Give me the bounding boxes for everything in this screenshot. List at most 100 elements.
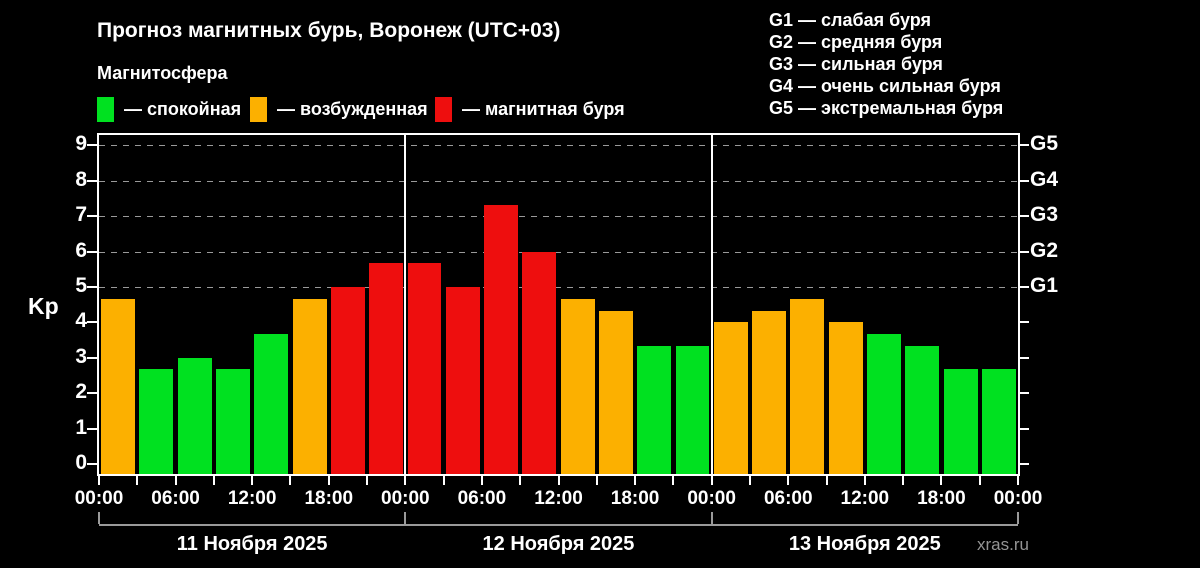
- left-axis-tick: [87, 215, 97, 218]
- date-label: 12 Ноября 2025: [482, 533, 635, 555]
- kp-bar: [560, 298, 595, 474]
- x-time-label: 12:00: [840, 488, 890, 509]
- x-axis-tick: [595, 476, 598, 485]
- x-axis-tick: [710, 476, 713, 485]
- quiet-color-swatch: [97, 97, 114, 122]
- x-axis-tick: [634, 476, 637, 485]
- x-time-label: 12:00: [534, 488, 583, 509]
- x-time-label: 06:00: [151, 488, 200, 509]
- x-axis-tick: [174, 476, 177, 485]
- x-axis-tick: [404, 476, 407, 485]
- date-bracket-tick: [404, 512, 407, 524]
- right-axis-tick: [1020, 179, 1029, 182]
- left-axis-tick: [87, 427, 97, 430]
- y-tick-label: 1: [75, 415, 87, 439]
- right-axis-tick: [1020, 215, 1029, 218]
- kp-bar: [637, 346, 672, 474]
- x-axis-tick: [327, 476, 330, 485]
- x-time-label: 18:00: [917, 488, 966, 509]
- kp-bar: [292, 298, 327, 474]
- x-axis-tick: [480, 476, 483, 485]
- x-axis-tick: [787, 476, 790, 485]
- y-axis-title: Kp: [28, 293, 59, 319]
- g-legend-line: G1 — слабая буря: [769, 10, 932, 30]
- right-axis-tick: [1020, 144, 1029, 147]
- kp-bar: [369, 263, 404, 474]
- day-separator: [710, 135, 713, 474]
- g-legend-line: G5 — экстремальная буря: [769, 98, 1004, 118]
- left-axis-tick: [87, 356, 97, 359]
- y-tick-label: 5: [75, 274, 87, 297]
- right-axis-tick: [1020, 321, 1029, 324]
- x-time-label: 06:00: [763, 488, 813, 509]
- left-axis-tick: [87, 286, 97, 288]
- x-time-label: 00:00: [687, 488, 736, 509]
- gridline-kp5: [99, 287, 1018, 288]
- kp-bar: [828, 322, 863, 474]
- y-tick-label: 8: [75, 167, 87, 191]
- date-bracket-tick: [1017, 512, 1019, 524]
- kp-bar: [330, 287, 365, 474]
- x-axis-tick: [136, 476, 139, 485]
- kp-bar: [943, 369, 978, 474]
- kp-bar: [675, 346, 710, 474]
- g-scale-legend: G1 — слабая буря G2 — средняя буря G3 — си…: [769, 9, 1003, 119]
- kp-bar: [981, 369, 1016, 474]
- x-axis-tick: [902, 476, 905, 485]
- right-axis-tick: [1020, 250, 1029, 253]
- x-axis-tick: [1017, 476, 1019, 485]
- day-separator: [404, 135, 407, 474]
- x-axis-tick: [442, 476, 445, 485]
- left-axis-tick: [87, 463, 97, 465]
- x-axis-tick: [748, 476, 751, 485]
- plot-area: [87, 133, 1029, 485]
- x-time-label: 18:00: [304, 488, 354, 509]
- magnetosphere-label: Магнитосфера: [97, 63, 228, 83]
- x-time-label: 18:00: [610, 488, 660, 509]
- date-bracket-tick: [98, 512, 100, 524]
- x-time-label: 12:00: [227, 488, 277, 509]
- kp-bar: [139, 369, 174, 474]
- x-time-label: 00:00: [74, 488, 124, 509]
- x-time-label: 06:00: [457, 488, 507, 509]
- x-time-label: 00:00: [993, 488, 1043, 509]
- right-axis-tick: [1020, 427, 1029, 430]
- legend-item-active: — возбужденная: [250, 97, 428, 122]
- kp-bar: [177, 357, 212, 474]
- right-axis-tick: [1020, 463, 1029, 465]
- y-tick-label: 7: [75, 203, 87, 227]
- x-axis-tick: [98, 476, 100, 485]
- date-label: 13 Ноября 2025: [788, 533, 941, 555]
- g-legend-line: G2 — средняя буря: [769, 32, 943, 52]
- g-axis-label-g4: G4: [1030, 167, 1059, 191]
- y-tick-label: 4: [75, 309, 87, 333]
- x-axis-tick: [825, 476, 828, 485]
- kp-bar: [407, 263, 442, 474]
- left-axis-tick: [87, 321, 97, 324]
- date-label: 11 Ноября 2025: [176, 533, 328, 555]
- x-axis-tick: [366, 476, 369, 485]
- g-legend-line: G3 — сильная буря: [769, 54, 943, 74]
- kp-bar: [752, 310, 787, 474]
- kp-bar: [713, 322, 748, 474]
- watermark: xras.ru: [977, 535, 1029, 554]
- legend-label: — возбужденная: [277, 99, 428, 119]
- date-bracket-line: [99, 524, 1018, 526]
- right-axis-tick: [1020, 392, 1029, 395]
- x-axis-tick: [519, 476, 522, 485]
- kp-bar: [216, 369, 250, 474]
- kp-bar: [522, 251, 557, 474]
- x-time-label: 00:00: [381, 488, 430, 509]
- legend-label: — спокойная: [124, 99, 242, 119]
- kp-bar: [254, 334, 289, 474]
- g-axis-label-g1: G1: [1030, 274, 1059, 297]
- date-bracket-tick: [710, 512, 713, 524]
- gridline-kp7: [99, 216, 1018, 218]
- x-axis-tick: [289, 476, 292, 485]
- x-axis-tick: [940, 476, 943, 485]
- g-axis-label-g2: G2: [1030, 238, 1059, 262]
- gridline-kp8: [99, 180, 1018, 182]
- legend-item-storm: — магнитная буря: [435, 97, 625, 122]
- y-tick-label: 0: [75, 451, 87, 474]
